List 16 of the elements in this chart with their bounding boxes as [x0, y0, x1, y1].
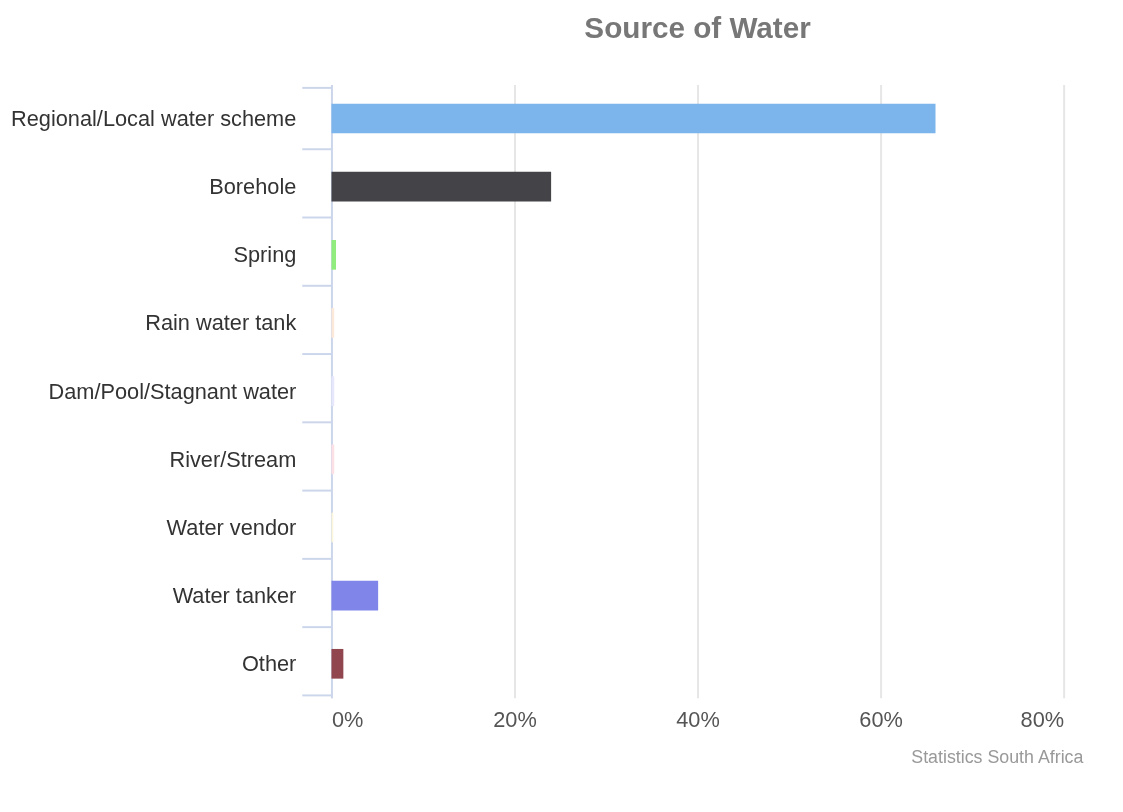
y-tick-label: Other	[241, 651, 297, 677]
chart-title: Source of Water	[584, 10, 812, 44]
x-tick-label: 20%	[493, 707, 537, 733]
y-tick-label: River/Stream	[169, 446, 297, 472]
x-tick-label: 80%	[1020, 707, 1065, 733]
y-tick-label: Water tanker	[172, 583, 297, 609]
y-tick-label: Water vendor	[166, 514, 297, 540]
x-tick-label: 40%	[676, 707, 720, 733]
x-tick-label: 60%	[859, 707, 903, 733]
text: Statistics South Africa	[911, 747, 1084, 768]
x-tick-label: 0%	[331, 707, 364, 733]
y-tick-label: Regional/Local water scheme	[11, 105, 297, 131]
y-tick-label: Dam/Pool/Stagnant water	[48, 378, 297, 404]
y-tick-label: Spring	[233, 242, 297, 268]
y-tick-label: Rain water tank	[145, 310, 297, 336]
y-tick-label: Borehole	[209, 174, 297, 200]
